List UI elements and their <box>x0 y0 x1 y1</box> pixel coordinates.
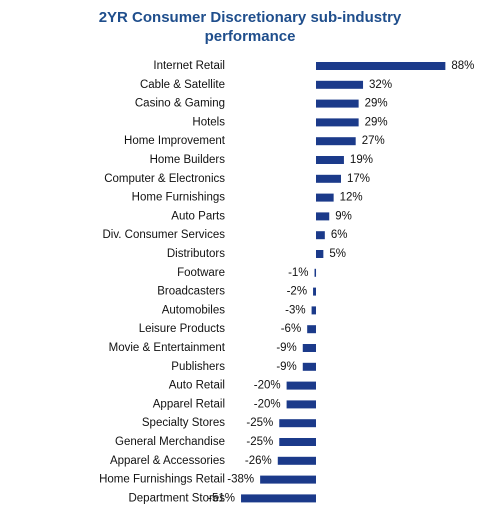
category-label: Apparel Retail <box>153 398 225 410</box>
value-label: 5% <box>329 248 346 260</box>
value-label: -3% <box>285 304 305 316</box>
bar <box>311 306 316 315</box>
category-label: Auto Parts <box>171 210 225 222</box>
category-label: Broadcasters <box>157 286 225 298</box>
value-label: 27% <box>362 135 385 147</box>
bar <box>241 494 316 503</box>
category-label: Specialty Stores <box>142 417 225 429</box>
bar <box>316 193 334 202</box>
value-label: -51% <box>208 492 235 504</box>
value-label: -25% <box>246 436 273 448</box>
category-label: Computer & Electronics <box>104 173 225 185</box>
value-label: -20% <box>254 398 281 410</box>
value-label: 32% <box>369 79 392 91</box>
category-label: Publishers <box>171 361 225 373</box>
category-label: Movie & Entertainment <box>109 342 226 354</box>
bar <box>302 362 316 371</box>
value-label: -25% <box>246 417 273 429</box>
value-label: 88% <box>451 60 474 72</box>
category-label: Auto Retail <box>169 380 225 392</box>
bar <box>260 475 316 484</box>
category-label: Div. Consumer Services <box>103 229 226 241</box>
category-label: Home Improvement <box>124 135 226 147</box>
bar <box>316 156 344 164</box>
value-label: 29% <box>365 98 388 110</box>
chart-title: 2YR Consumer Discretionary sub-industry … <box>98 9 402 45</box>
bar <box>316 118 359 127</box>
value-label: -9% <box>276 361 296 373</box>
value-label: -2% <box>287 286 307 298</box>
bar <box>316 62 446 70</box>
bar <box>307 325 316 334</box>
bar <box>316 250 324 258</box>
category-label: Distributors <box>167 248 225 260</box>
category-label: Cable & Satellite <box>140 79 225 91</box>
value-label: -9% <box>276 342 296 354</box>
category-label: Apparel & Accessories <box>110 455 225 467</box>
bar <box>302 344 316 352</box>
bar <box>314 268 317 277</box>
bar <box>316 174 341 183</box>
value-label: 17% <box>347 173 370 185</box>
bar <box>279 419 316 428</box>
value-label: -1% <box>288 267 308 279</box>
category-label: Department Stores <box>128 492 225 504</box>
bar <box>316 80 364 89</box>
category-label: Home Builders <box>150 154 226 166</box>
category-label: Home Furnishings Retail <box>99 474 225 486</box>
value-label: 6% <box>331 229 348 241</box>
category-label: Hotels <box>192 116 225 128</box>
value-label: -26% <box>245 455 272 467</box>
category-label: Casino & Gaming <box>135 98 225 110</box>
bar <box>316 99 359 108</box>
value-label: -38% <box>227 474 254 486</box>
value-label: 9% <box>335 210 352 222</box>
bar <box>286 381 316 390</box>
bar <box>313 287 316 296</box>
value-label: 19% <box>350 154 373 166</box>
category-label: Leisure Products <box>139 323 226 335</box>
category-label: Home Furnishings <box>132 192 226 204</box>
category-label: Footware <box>177 267 225 279</box>
bar <box>277 456 316 465</box>
value-label: -20% <box>254 380 281 392</box>
category-label: Internet Retail <box>153 60 225 72</box>
value-label: -6% <box>281 323 301 335</box>
bar <box>279 438 316 446</box>
bar <box>316 137 356 146</box>
category-label: Automobiles <box>162 304 226 316</box>
bar <box>316 212 330 221</box>
value-label: 12% <box>340 192 363 204</box>
value-label: 29% <box>365 116 388 128</box>
bar <box>316 231 325 240</box>
category-label: General Merchandise <box>115 436 225 448</box>
bar <box>286 400 316 409</box>
